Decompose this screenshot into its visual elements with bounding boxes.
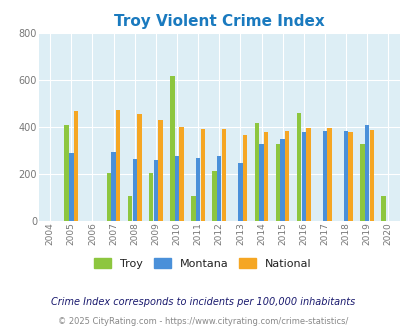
Bar bbox=[69, 153, 73, 221]
Bar bbox=[259, 144, 263, 221]
Bar bbox=[280, 139, 284, 221]
Bar bbox=[364, 125, 369, 221]
Bar bbox=[107, 173, 111, 221]
Bar bbox=[111, 152, 115, 221]
Bar bbox=[322, 131, 326, 221]
Bar bbox=[196, 158, 200, 221]
Bar bbox=[238, 163, 242, 221]
Bar bbox=[153, 160, 158, 221]
Bar bbox=[179, 127, 183, 221]
Legend: Troy, Montana, National: Troy, Montana, National bbox=[90, 254, 315, 273]
Bar bbox=[174, 156, 179, 221]
Bar bbox=[275, 144, 279, 221]
Bar bbox=[200, 129, 205, 221]
Bar bbox=[343, 131, 347, 221]
Bar bbox=[296, 113, 301, 221]
Bar bbox=[284, 131, 289, 221]
Bar bbox=[369, 130, 373, 221]
Bar bbox=[359, 144, 364, 221]
Bar bbox=[347, 132, 352, 221]
Bar bbox=[217, 156, 221, 221]
Bar bbox=[132, 159, 136, 221]
Bar bbox=[380, 196, 385, 221]
Text: Crime Index corresponds to incidents per 100,000 inhabitants: Crime Index corresponds to incidents per… bbox=[51, 297, 354, 307]
Bar bbox=[116, 110, 120, 221]
Bar bbox=[221, 129, 226, 221]
Bar bbox=[128, 196, 132, 221]
Bar bbox=[326, 127, 331, 221]
Bar bbox=[305, 128, 310, 221]
Text: © 2025 CityRating.com - https://www.cityrating.com/crime-statistics/: © 2025 CityRating.com - https://www.city… bbox=[58, 317, 347, 326]
Bar bbox=[170, 77, 174, 221]
Bar bbox=[301, 132, 305, 221]
Bar bbox=[158, 120, 162, 221]
Bar bbox=[74, 111, 78, 221]
Bar bbox=[212, 171, 216, 221]
Bar bbox=[242, 135, 247, 221]
Bar bbox=[263, 132, 268, 221]
Bar bbox=[254, 123, 258, 221]
Bar bbox=[137, 114, 141, 221]
Title: Troy Violent Crime Index: Troy Violent Crime Index bbox=[113, 14, 324, 29]
Bar bbox=[149, 173, 153, 221]
Bar bbox=[191, 196, 195, 221]
Bar bbox=[64, 125, 69, 221]
